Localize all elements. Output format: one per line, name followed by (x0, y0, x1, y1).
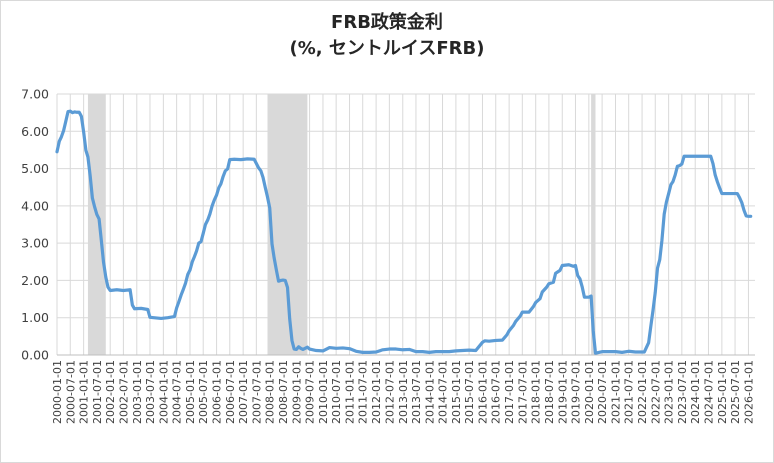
x-tick-label: 2006-07-01 (224, 360, 237, 424)
x-tick-label: 2011-01-01 (344, 360, 357, 424)
x-tick-label: 2000-07-01 (64, 360, 77, 424)
x-tick-label: 2007-07-01 (250, 360, 263, 424)
x-tick-label: 2010-07-01 (330, 360, 343, 424)
x-tick-label: 2025-01-01 (716, 360, 729, 424)
x-tick-labels: 2000-01-01 2000-07-01 2001-01-01 2001-07-01… (51, 360, 755, 424)
series-line (55, 109, 753, 355)
x-tick-label: 2024-01-01 (689, 360, 702, 424)
chart-title: FRB政策金利 (331, 12, 443, 33)
x-tick-label: 2002-07-01 (117, 360, 130, 424)
x-tick-label: 2013-01-01 (397, 360, 410, 424)
x-tick-label: 2018-01-01 (530, 360, 543, 424)
x-tick-label: 2026-01-01 (742, 360, 755, 424)
y-tick-label: 7.00 (21, 87, 49, 102)
x-tick-label: 2017-07-01 (516, 360, 529, 424)
x-tick-label: 2001-01-01 (78, 360, 91, 424)
x-tick-label: 2017-01-01 (503, 360, 516, 424)
y-tick-labels: 0.00 1.00 2.00 3.00 4.00 5.00 6.00 7.00 (21, 87, 49, 363)
x-tick-label: 2004-07-01 (171, 360, 184, 424)
recession-band (267, 94, 308, 355)
x-tick-label: 2003-01-01 (131, 360, 144, 424)
x-tick-label: 2000-01-01 (51, 360, 64, 424)
x-tick-label: 2005-01-01 (184, 360, 197, 424)
x-tick-label: 2012-01-01 (370, 360, 383, 424)
y-tick-label: 0.00 (21, 348, 49, 363)
x-tick-label: 2016-07-01 (490, 360, 503, 424)
y-tick-label: 1.00 (21, 310, 49, 325)
grid-lines (56, 93, 755, 355)
x-tick-label: 2021-07-01 (623, 360, 636, 424)
x-tick-label: 2019-07-01 (569, 360, 582, 424)
recession-bands (87, 94, 596, 355)
x-tick-label: 2009-01-01 (290, 360, 303, 424)
x-tick-label: 2020-07-01 (596, 360, 609, 424)
x-tick-label: 2019-01-01 (556, 360, 569, 424)
x-tick-label: 2023-01-01 (663, 360, 676, 424)
series (55, 109, 753, 355)
x-tick-label: 2018-07-01 (543, 360, 556, 424)
x-tick-label: 2014-01-01 (423, 360, 436, 424)
x-tick-label: 2015-07-01 (463, 360, 476, 424)
chart-subtitle: (%, セントルイスFRB) (289, 38, 485, 59)
x-tick-label: 2013-07-01 (410, 360, 423, 424)
x-tick-label: 2015-01-01 (450, 360, 463, 424)
x-tick-label: 2008-01-01 (264, 360, 277, 424)
x-tick-label: 2012-07-01 (383, 360, 396, 424)
x-tick-label: 2022-07-01 (649, 360, 662, 424)
x-tick-label: 2008-07-01 (277, 360, 290, 424)
x-tick-label: 2025-07-01 (729, 360, 742, 424)
x-tick-label: 2001-07-01 (91, 360, 104, 424)
x-tick-label: 2002-01-01 (104, 360, 117, 424)
y-tick-label: 2.00 (21, 273, 49, 288)
x-tick-label: 2010-01-01 (317, 360, 330, 424)
y-tick-label: 6.00 (21, 124, 49, 139)
x-tick-label: 2021-01-01 (610, 360, 623, 424)
recession-band (591, 94, 596, 355)
x-tick-label: 2004-01-01 (157, 360, 170, 424)
y-tick-label: 5.00 (21, 161, 49, 176)
x-tick-label: 2022-01-01 (636, 360, 649, 424)
x-tick-label: 2006-01-01 (211, 360, 224, 424)
x-tick-label: 2011-07-01 (357, 360, 370, 424)
x-tick-label: 2003-07-01 (144, 360, 157, 424)
x-tick-label: 2007-01-01 (237, 360, 250, 424)
y-tick-label: 3.00 (21, 236, 49, 251)
x-tick-label: 2014-07-01 (437, 360, 450, 424)
x-tick-label: 2020-01-01 (583, 360, 596, 424)
x-tick-label: 2023-07-01 (676, 360, 689, 424)
y-tick-label: 4.00 (21, 198, 49, 213)
x-tick-label: 2016-01-01 (476, 360, 489, 424)
x-tick-label: 2024-07-01 (702, 360, 715, 424)
x-tick-label: 2005-07-01 (197, 360, 210, 424)
x-tick-label: 2009-07-01 (304, 360, 317, 424)
